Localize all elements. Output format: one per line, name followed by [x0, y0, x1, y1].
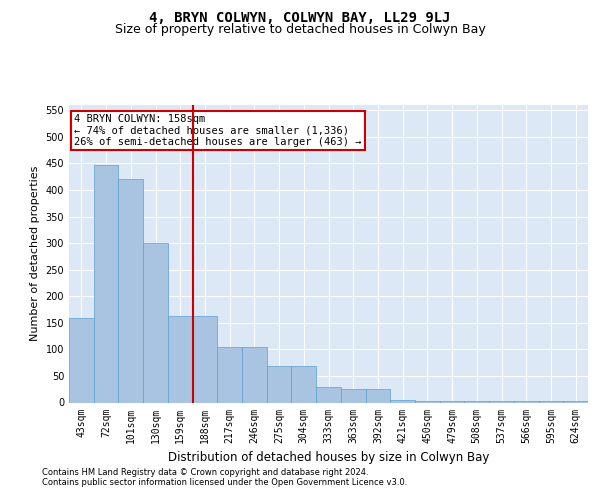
Bar: [69, 318, 94, 402]
Bar: [168, 316, 193, 402]
Bar: [415, 401, 440, 402]
X-axis label: Distribution of detached houses by size in Colwyn Bay: Distribution of detached houses by size …: [168, 451, 489, 464]
Bar: [390, 400, 415, 402]
Bar: [217, 346, 242, 403]
Bar: [365, 389, 390, 402]
Text: 4 BRYN COLWYN: 158sqm
← 74% of detached houses are smaller (1,336)
26% of semi-d: 4 BRYN COLWYN: 158sqm ← 74% of detached …: [74, 114, 362, 147]
Bar: [94, 164, 118, 402]
Text: 4, BRYN COLWYN, COLWYN BAY, LL29 9LJ: 4, BRYN COLWYN, COLWYN BAY, LL29 9LJ: [149, 10, 451, 24]
Bar: [193, 316, 217, 402]
Bar: [341, 389, 365, 402]
Text: Size of property relative to detached houses in Colwyn Bay: Size of property relative to detached ho…: [115, 24, 485, 36]
Y-axis label: Number of detached properties: Number of detached properties: [30, 166, 40, 342]
Bar: [267, 366, 292, 402]
Text: Contains public sector information licensed under the Open Government Licence v3: Contains public sector information licen…: [42, 478, 407, 487]
Bar: [316, 386, 341, 402]
Bar: [292, 366, 316, 402]
Bar: [118, 180, 143, 402]
Bar: [242, 346, 267, 403]
Bar: [143, 243, 168, 402]
Text: Contains HM Land Registry data © Crown copyright and database right 2024.: Contains HM Land Registry data © Crown c…: [42, 468, 368, 477]
